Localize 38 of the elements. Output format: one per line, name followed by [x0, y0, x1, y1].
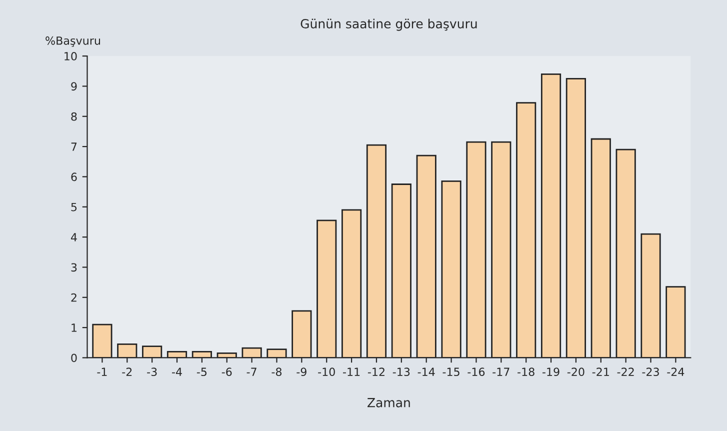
- x-tick-label: -17: [492, 368, 510, 376]
- y-tick-label: 6: [71, 172, 77, 182]
- x-tick-label: -18: [518, 368, 534, 376]
- x-tick-label: -2: [122, 368, 132, 376]
- y-tick-label: 8: [71, 112, 77, 121]
- chart-title: Günün saatine göre başvuru: [300, 18, 477, 31]
- x-tick-label: -16: [468, 368, 485, 376]
- x-tick-label: -15: [442, 368, 460, 376]
- y-axis-title: %Başvuru: [46, 36, 100, 47]
- y-tick-label: 5: [71, 203, 77, 212]
- x-tick-label: -10: [318, 368, 335, 376]
- y-tick-label: 10: [64, 52, 77, 60]
- y-tick-label: 0: [71, 354, 77, 362]
- x-tick-label: -14: [418, 368, 435, 376]
- x-tick-label: -23: [642, 368, 659, 376]
- x-tick-label: -8: [272, 368, 282, 376]
- x-tick-label: -20: [567, 368, 584, 376]
- x-tick-label: -13: [392, 368, 410, 376]
- x-tick-label: -12: [368, 368, 384, 376]
- x-axis-title: Zaman: [368, 398, 410, 408]
- y-tick-label: 3: [71, 263, 77, 272]
- x-tick-label: -22: [617, 368, 634, 376]
- x-tick-label: -19: [542, 368, 560, 376]
- x-tick-label: -6: [222, 368, 232, 376]
- x-tick-label: -1: [97, 368, 107, 376]
- x-tick-label: -9: [296, 368, 306, 376]
- y-tick-label: 2: [71, 293, 76, 302]
- x-tick-label: -24: [667, 368, 684, 376]
- x-tick-label: -21: [592, 368, 609, 376]
- x-tick-label: -7: [246, 368, 256, 376]
- y-tick-label: 9: [71, 82, 77, 91]
- y-tick-label: 1: [72, 324, 76, 332]
- x-tick-label: -4: [172, 368, 182, 376]
- x-tick-label: -3: [147, 368, 157, 376]
- y-tick-label: 7: [71, 142, 77, 151]
- y-tick-label: 4: [70, 233, 77, 242]
- x-tick-label: -11: [343, 368, 360, 376]
- x-tick-label: -5: [196, 368, 207, 376]
